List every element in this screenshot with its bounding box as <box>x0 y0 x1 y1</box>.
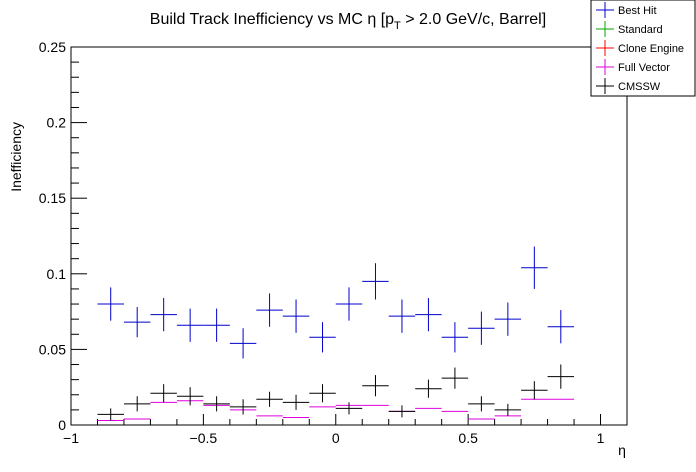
x-tick-label: 1 <box>597 430 605 446</box>
legend-label: CMSSW <box>618 81 661 93</box>
data-point <box>203 396 230 412</box>
data-point <box>229 399 257 415</box>
data-point <box>388 299 416 333</box>
data-point <box>97 287 124 321</box>
legend-entry: Best Hit <box>596 2 657 18</box>
legend: Best Hit Standard Clone Engine Full Vector C… <box>590 0 696 97</box>
data-point <box>521 381 548 400</box>
data-point <box>521 246 548 289</box>
data-point <box>256 293 283 327</box>
legend-label: Clone Engine <box>618 43 684 55</box>
series-best-hit <box>97 246 575 359</box>
legend-entry: CMSSW <box>596 78 661 94</box>
data-point <box>415 379 442 398</box>
data-point <box>547 364 575 389</box>
data-point <box>415 297 442 332</box>
chart-title: Build Track Inefficiency vs MC η [pT > 2… <box>150 11 546 32</box>
data-point <box>362 375 389 397</box>
data-point <box>494 302 522 336</box>
data-point <box>335 287 363 321</box>
series-cmssw <box>97 364 575 421</box>
x-tick-label: 0.5 <box>458 430 478 446</box>
data-point <box>309 384 336 403</box>
data-point <box>468 311 495 345</box>
y-tick-label: 0.1 <box>47 266 67 282</box>
y-tick-label: 0 <box>58 417 66 433</box>
tick-labels: −1 −0.5 0 0.5 1 0 0.05 0.1 0.15 0.2 0.25 <box>39 39 605 446</box>
data-point <box>468 396 495 412</box>
data-point <box>123 396 151 412</box>
data-point <box>282 299 310 333</box>
y-tick-label: 0.25 <box>39 39 66 55</box>
data-point <box>150 297 177 332</box>
y-tick-label: 0.05 <box>39 341 66 357</box>
data-point <box>203 308 230 342</box>
x-tick-label: −1 <box>63 430 79 446</box>
series-full-vector <box>97 398 575 421</box>
x-tick-label: −0.5 <box>190 430 218 446</box>
data-point <box>97 408 124 421</box>
data-point <box>494 403 522 416</box>
legend-label: Standard <box>618 24 663 36</box>
chart-title-main: Build Track Inefficiency vs MC η [p <box>150 11 394 28</box>
data-point <box>256 391 283 407</box>
chart-title-subscript: T <box>394 20 401 32</box>
data-point <box>176 308 204 342</box>
x-axis-label: η <box>618 442 626 458</box>
data-point <box>309 322 336 353</box>
data-point <box>362 263 389 300</box>
legend-label: Best Hit <box>618 5 657 17</box>
y-tick-label: 0.2 <box>47 115 67 131</box>
data-point <box>123 307 151 338</box>
data-point <box>441 322 469 353</box>
axis-ticks <box>70 46 628 426</box>
legend-label: Full Vector <box>618 62 670 74</box>
plot-frame <box>70 46 628 426</box>
legend-entry: Standard <box>596 21 663 37</box>
chart-title-tail: > 2.0 GeV/c, Barrel] <box>401 11 546 28</box>
y-tick-label: 0.15 <box>39 190 66 206</box>
data-point <box>388 405 416 418</box>
data-point <box>335 402 363 415</box>
x-tick-label: 0 <box>332 430 340 446</box>
data-point <box>176 387 204 406</box>
y-axis-label: Inefficiency <box>8 122 24 192</box>
data-point <box>547 310 575 344</box>
data-point <box>229 328 257 359</box>
legend-entry: Full Vector <box>596 59 670 75</box>
legend-entry: Clone Engine <box>596 40 684 56</box>
data-series <box>97 246 575 421</box>
data-point <box>441 367 469 389</box>
data-point <box>150 384 177 403</box>
data-point <box>282 394 310 410</box>
